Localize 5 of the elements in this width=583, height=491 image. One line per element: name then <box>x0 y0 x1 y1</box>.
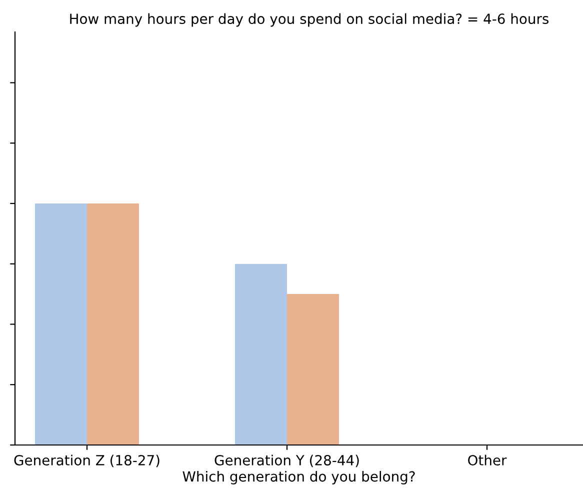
chart-title: How many hours per day do you spend on social media? = 4-6 hours <box>70 13 548 27</box>
x-tick-label: Generation Y (28-44) <box>214 454 359 468</box>
x-axis-title: Which generation do you belong? <box>182 470 415 484</box>
x-tick-label: Other <box>468 454 507 466</box>
x-tick-label: Generation Z (18-27) <box>14 454 160 468</box>
